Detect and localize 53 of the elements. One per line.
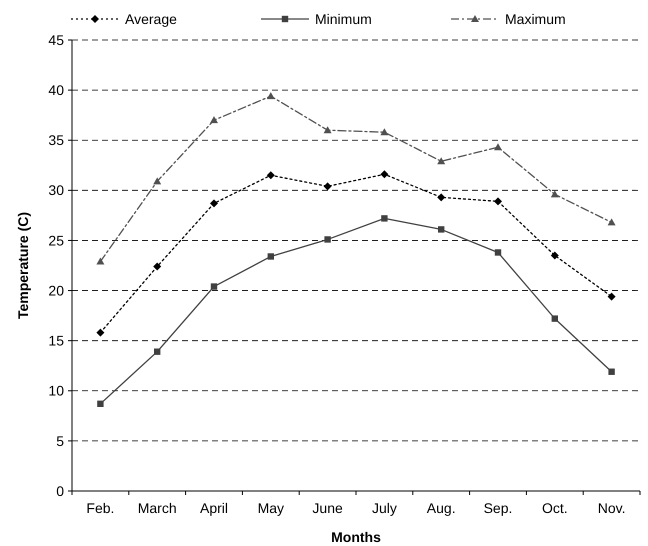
y-tick-label: 10 [48, 382, 64, 399]
x-tick-label: Sep. [484, 500, 512, 516]
point [324, 182, 332, 190]
point [380, 128, 388, 136]
y-tick-label: 30 [48, 182, 64, 198]
x-axis-title: Months [331, 529, 382, 545]
point [97, 400, 104, 408]
y-axis-title: Temperature (C) [15, 212, 31, 320]
x-tick-label: June [312, 500, 343, 516]
point [210, 199, 218, 208]
x-tick-label: May [258, 500, 284, 516]
y-tick-label: 25 [48, 232, 64, 248]
point [380, 170, 388, 178]
point [154, 348, 160, 355]
y-tick-label: 5 [56, 432, 64, 449]
point [96, 257, 104, 264]
point [153, 262, 162, 270]
x-tick-label: Aug. [426, 500, 456, 516]
point [324, 126, 332, 134]
point [437, 193, 446, 202]
point [381, 215, 388, 222]
point [608, 292, 616, 301]
legend-label: Minimum [315, 11, 372, 27]
point [550, 190, 559, 198]
x-tick-label: March [138, 500, 177, 516]
point [153, 177, 162, 184]
point [552, 315, 558, 322]
legend-label: Average [125, 11, 178, 27]
point [96, 328, 104, 337]
y-tick-label: 35 [48, 132, 64, 148]
x-tick-label: Nov. [598, 500, 626, 516]
y-tick-label: 45 [48, 32, 64, 48]
y-tick-label: 20 [48, 282, 64, 298]
point [210, 116, 218, 124]
y-tick-label: 0 [56, 482, 64, 499]
y-tick-label: 15 [48, 332, 64, 349]
point [550, 251, 559, 260]
legend-label: Maximum [505, 11, 566, 27]
point [438, 226, 444, 233]
x-tick-label: July [372, 500, 397, 516]
point [608, 368, 615, 375]
point [494, 197, 502, 206]
point [494, 143, 502, 150]
y-tick-label: 40 [48, 82, 64, 98]
point [437, 157, 446, 164]
point [268, 253, 274, 260]
point [266, 171, 275, 180]
point [608, 218, 616, 226]
x-tick-label: Feb. [86, 500, 114, 516]
point [324, 236, 331, 243]
x-tick-label: April [200, 500, 228, 516]
x-tick-label: Oct. [542, 500, 568, 516]
point [266, 92, 275, 100]
